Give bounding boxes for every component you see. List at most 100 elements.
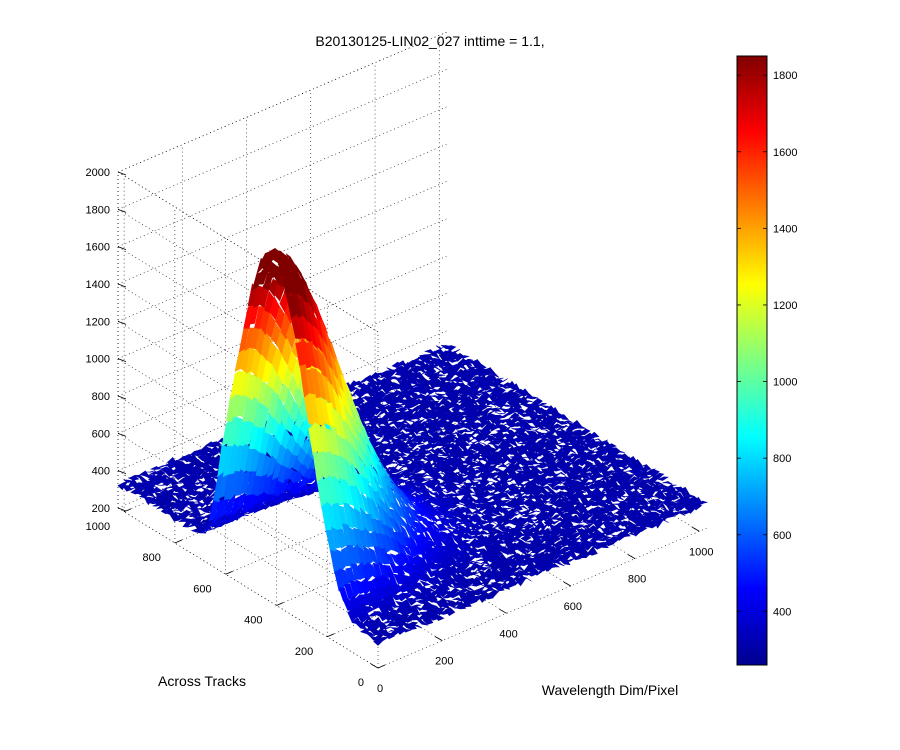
surface-cell — [235, 493, 247, 511]
x-tick-label: 200 — [435, 656, 453, 668]
surface-cell — [445, 582, 456, 589]
surface-cell — [454, 414, 466, 423]
z-tick-mark — [117, 432, 127, 437]
surface-cell — [640, 504, 652, 514]
surface-cell — [499, 521, 511, 527]
surface-cell — [515, 491, 527, 498]
surface-cell — [362, 545, 374, 567]
surface-cell — [563, 518, 575, 529]
surface-cell — [463, 372, 475, 383]
surface-cell — [447, 504, 460, 509]
surface-cell — [563, 454, 575, 460]
surface-cell — [468, 440, 479, 444]
colorbar-tick-label: 1400 — [773, 223, 797, 235]
surface-cell — [512, 484, 523, 489]
surface-cell — [154, 469, 166, 477]
surface-cell — [571, 483, 583, 494]
y-tick-mark — [225, 570, 233, 575]
z-tick-label: 1600 — [86, 242, 110, 254]
surface-cell — [579, 472, 591, 479]
surface-cell — [582, 435, 594, 446]
surface-cell — [328, 364, 339, 398]
surface-cell — [451, 424, 464, 430]
surface-cell — [355, 621, 367, 630]
surface-cell — [384, 417, 396, 423]
surface-cell — [351, 462, 362, 494]
surface-cell — [548, 563, 560, 568]
surface-cell — [536, 402, 547, 407]
surface-cell — [435, 523, 446, 531]
surface-cell — [289, 479, 301, 496]
surface-cell — [512, 503, 524, 512]
surface-cell — [494, 430, 506, 443]
z-tick-mark — [117, 358, 127, 363]
y-axis-label: Across Tracks — [158, 673, 246, 689]
surface-cell — [400, 409, 413, 419]
x-tick-mark — [499, 608, 507, 614]
grid-line — [117, 209, 379, 370]
surface-cell — [383, 475, 394, 490]
surface-cell — [144, 491, 156, 498]
surface-cell — [608, 496, 620, 503]
surface-cell — [463, 482, 475, 490]
surface-cell — [390, 605, 401, 608]
surface-cell — [460, 579, 471, 589]
surface-cell — [357, 613, 368, 624]
surface-cell — [475, 364, 487, 369]
surface-cell — [565, 422, 577, 432]
surface-cell — [434, 607, 446, 616]
surface-cell — [416, 471, 428, 479]
surface-cell — [651, 481, 664, 486]
surface-cell — [542, 528, 553, 532]
surface-cell — [467, 505, 479, 511]
surface-cell — [121, 485, 133, 492]
surface-cell — [619, 532, 631, 539]
surface-cell — [586, 483, 598, 490]
x-tick-mark — [692, 526, 700, 532]
surface-cell — [575, 425, 586, 429]
surface-cell — [476, 422, 488, 429]
surface-cell — [413, 394, 426, 400]
surface-cell — [511, 463, 523, 472]
surface-cell — [394, 392, 406, 402]
surface-cell — [501, 404, 512, 407]
surface-cell — [464, 473, 476, 481]
surface-cell — [464, 438, 475, 443]
colorbar-gradient — [736, 55, 768, 666]
x-tick-label: 600 — [564, 601, 582, 613]
surface-cell — [443, 371, 455, 382]
surface-cell — [464, 586, 475, 592]
surface-cell — [637, 498, 649, 506]
y-tick-mark — [276, 602, 284, 606]
surface-cell — [213, 498, 225, 523]
surface-cell — [260, 329, 272, 362]
surface-cell — [345, 567, 356, 582]
surface-cell — [326, 381, 338, 410]
surface-cell — [251, 271, 263, 291]
surface-cell — [491, 400, 503, 409]
surface-cell — [566, 526, 578, 536]
surface-cell — [280, 427, 292, 450]
grid-line — [117, 31, 448, 173]
surface-cell — [526, 424, 537, 429]
surface-cell — [482, 402, 493, 408]
surface-cell — [474, 388, 486, 394]
surface-cell — [424, 389, 437, 395]
surface-cell — [568, 517, 580, 524]
z-tick-mark — [117, 470, 127, 475]
surface-cell — [310, 367, 322, 399]
surface-cell — [466, 596, 478, 605]
surface-cell — [455, 600, 467, 610]
surface-cell — [416, 509, 427, 517]
surface-cell — [632, 477, 644, 486]
surface-cell — [481, 485, 494, 492]
x-tick-label: 0 — [377, 683, 383, 695]
surface-cell — [401, 470, 413, 478]
surface-cell — [416, 430, 427, 435]
surface-cell — [434, 526, 445, 534]
surface-cell — [461, 429, 472, 433]
surface-cell — [194, 511, 206, 517]
surface-cell — [303, 467, 315, 480]
surface-cell — [460, 449, 472, 457]
surface-cell — [434, 479, 445, 485]
